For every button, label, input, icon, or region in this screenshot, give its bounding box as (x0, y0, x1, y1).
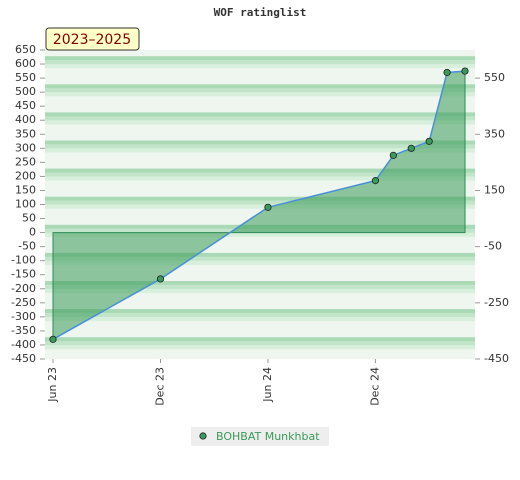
y-tick-label: 300 (15, 141, 36, 154)
y-tick-label: 550 (15, 71, 36, 84)
y-tick-label: 200 (15, 169, 36, 182)
y-tick-label: -450 (11, 352, 36, 365)
y-tick-label: -300 (11, 310, 36, 323)
legend-box (191, 427, 329, 446)
point (443, 68, 451, 77)
point (407, 144, 415, 152)
y-tick-label: 350 (15, 127, 36, 140)
chart-title: WOF ratinglist (214, 6, 307, 19)
y2-tick-label: -250 (484, 296, 509, 309)
x-tick-label: Jun 24 (261, 367, 274, 403)
y2-tick-label: 350 (484, 127, 505, 140)
point (264, 203, 272, 211)
y-tick-label: -150 (11, 268, 36, 281)
y-tick-label: -250 (11, 296, 36, 309)
y-tick-label: -100 (11, 254, 36, 267)
y-tick-label: 650 (15, 43, 36, 56)
y-tick-label: 100 (15, 198, 36, 211)
y-tick-label: -350 (11, 324, 36, 337)
y-tick-label: -200 (11, 282, 36, 295)
x-tick-label: Dec 23 (153, 367, 166, 406)
y2-tick-label: -50 (484, 240, 502, 253)
y-tick-label: -400 (11, 338, 36, 351)
badge-box (45, 27, 140, 51)
legend-label: BOHBAT Munkhbat (216, 430, 320, 443)
y-tick-label: 500 (15, 85, 36, 98)
y-tick-label: -50 (18, 240, 36, 253)
y-tick-label: 50 (22, 212, 36, 225)
y-tick-label: 450 (15, 99, 36, 112)
point (461, 67, 469, 75)
y2-tick-label: -450 (484, 352, 509, 365)
point (49, 335, 57, 343)
y-tick-label: 0 (29, 226, 36, 239)
point (425, 137, 433, 145)
point (371, 177, 380, 185)
x-tick-label: Jun 23 (46, 367, 59, 403)
legend-marker (199, 432, 207, 440)
badge: 2023–2025 (53, 32, 131, 48)
point (156, 275, 165, 283)
y-tick-label: 400 (15, 113, 36, 126)
y-tick-label: 250 (15, 155, 36, 168)
x-tick-label: Dec 24 (368, 367, 381, 406)
y-tick-label: 600 (15, 57, 36, 70)
y2-tick-label: 150 (484, 183, 505, 196)
y2-tick-label: 550 (484, 71, 505, 84)
point (389, 151, 397, 159)
y-tick-label: 150 (15, 183, 36, 196)
